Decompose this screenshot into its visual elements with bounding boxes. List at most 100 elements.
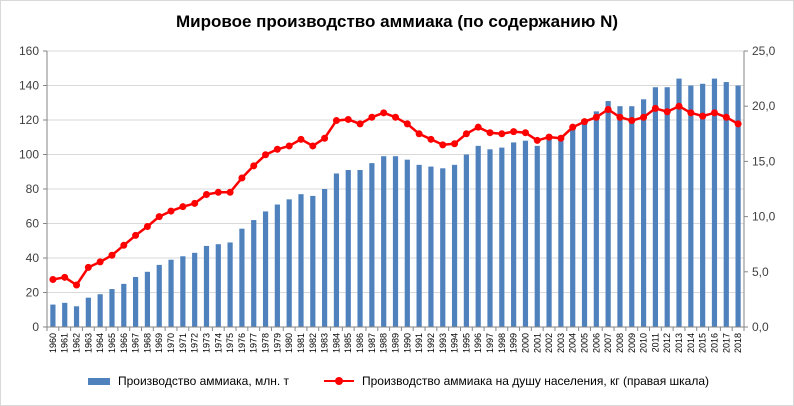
x-tick-label: 2012: [662, 333, 672, 353]
x-tick-label: 1963: [83, 333, 93, 353]
right-tick-label: 0,0: [752, 320, 769, 334]
bar: [369, 163, 375, 327]
bar: [605, 101, 611, 328]
line-point: [143, 223, 151, 231]
bar: [322, 189, 328, 327]
line-point: [616, 113, 624, 121]
x-tick-label: 2007: [603, 333, 613, 353]
line-point: [663, 108, 671, 116]
line-point: [285, 142, 293, 150]
x-tick-label: 1973: [202, 333, 212, 353]
bar: [688, 85, 694, 327]
line-point: [344, 115, 352, 123]
line-point: [427, 135, 435, 143]
line-point: [356, 120, 364, 128]
bar: [723, 82, 729, 327]
bar: [558, 137, 564, 327]
x-tick-label: 2004: [568, 333, 578, 353]
x-tick-label: 2005: [580, 333, 590, 353]
x-tick-label: 2010: [639, 333, 649, 353]
line-point: [96, 258, 104, 266]
line-point: [262, 151, 270, 159]
bar: [381, 156, 387, 327]
line-point: [510, 128, 518, 136]
line-point: [651, 104, 659, 112]
right-tick-label: 25,0: [752, 44, 776, 58]
x-tick-label: 1970: [166, 333, 176, 353]
bar: [357, 170, 363, 327]
bar: [534, 145, 540, 327]
line-point: [581, 118, 589, 126]
bar: [168, 259, 174, 327]
x-tick-label: 1965: [107, 333, 117, 353]
line-point: [155, 213, 163, 221]
x-tick-label: 1996: [473, 333, 483, 353]
line-point: [250, 162, 258, 170]
x-tick-label: 1967: [131, 333, 141, 353]
bar: [121, 283, 127, 327]
line-point: [569, 123, 577, 131]
line-point: [73, 281, 81, 289]
bar: [451, 164, 458, 327]
left-axis: 0 20 40 60 80 100 120 140 160: [19, 44, 48, 334]
bar: [711, 78, 718, 327]
line-point: [120, 241, 128, 249]
x-tick-label: 1977: [249, 333, 259, 353]
line-point: [132, 231, 140, 239]
bar: [522, 140, 529, 327]
line-point: [687, 109, 695, 117]
line-point: [474, 123, 482, 131]
x-tick-label: 1972: [190, 333, 200, 353]
x-tick-label: 1979: [272, 333, 282, 353]
bar: [487, 149, 493, 327]
x-tick-label: 2016: [710, 333, 720, 353]
x-tick-label: 1993: [438, 333, 448, 353]
line-point: [710, 109, 718, 117]
right-tick-label: 20,0: [752, 99, 776, 113]
bar: [144, 271, 151, 327]
x-tick-label: 2001: [532, 333, 542, 353]
bar: [640, 99, 647, 327]
legend-line-swatch: [324, 376, 354, 386]
bar-series: [50, 78, 741, 328]
right-tick-label: 10,0: [752, 210, 776, 224]
x-tick-label: 1976: [237, 333, 247, 353]
left-tick-label: 140: [19, 79, 39, 93]
line-point: [415, 130, 423, 138]
left-tick-label: 40: [26, 251, 40, 265]
line-point: [640, 113, 648, 121]
x-axis: 1960 1961 1962 1963 1964 1965 1966 1967 1968 1969…: [46, 326, 745, 353]
chart-title: Мировое производство аммиака (по содержа…: [175, 12, 619, 31]
line-point: [191, 199, 199, 207]
bar: [617, 106, 623, 327]
bar: [546, 138, 552, 327]
bar: [416, 164, 422, 327]
x-tick-label: 1974: [213, 333, 223, 353]
line-point: [699, 112, 707, 120]
x-tick-label: 2018: [733, 333, 743, 353]
line-point: [403, 120, 411, 128]
left-tick-label: 60: [26, 217, 40, 231]
x-tick-label: 1998: [497, 333, 507, 353]
line-point: [49, 276, 57, 284]
x-tick-label: 2000: [520, 333, 530, 353]
bar: [298, 194, 304, 327]
x-tick-label: 1968: [142, 333, 152, 353]
x-tick-label: 1992: [426, 333, 436, 353]
line-point: [273, 145, 281, 153]
legend-label-bars: Производство аммиака, млн. т: [118, 374, 290, 388]
line-point: [439, 141, 447, 149]
line-point: [533, 136, 541, 144]
line-point: [521, 129, 529, 137]
bar: [428, 166, 434, 327]
line-point: [179, 203, 187, 211]
x-tick-label: 1989: [391, 333, 401, 353]
line-point: [734, 120, 742, 128]
left-tick-label: 80: [26, 182, 40, 196]
line-point: [675, 102, 683, 110]
bar: [156, 264, 162, 327]
line-point: [486, 129, 494, 137]
line-point: [108, 251, 116, 259]
line-point: [368, 113, 376, 121]
bar: [109, 289, 115, 327]
